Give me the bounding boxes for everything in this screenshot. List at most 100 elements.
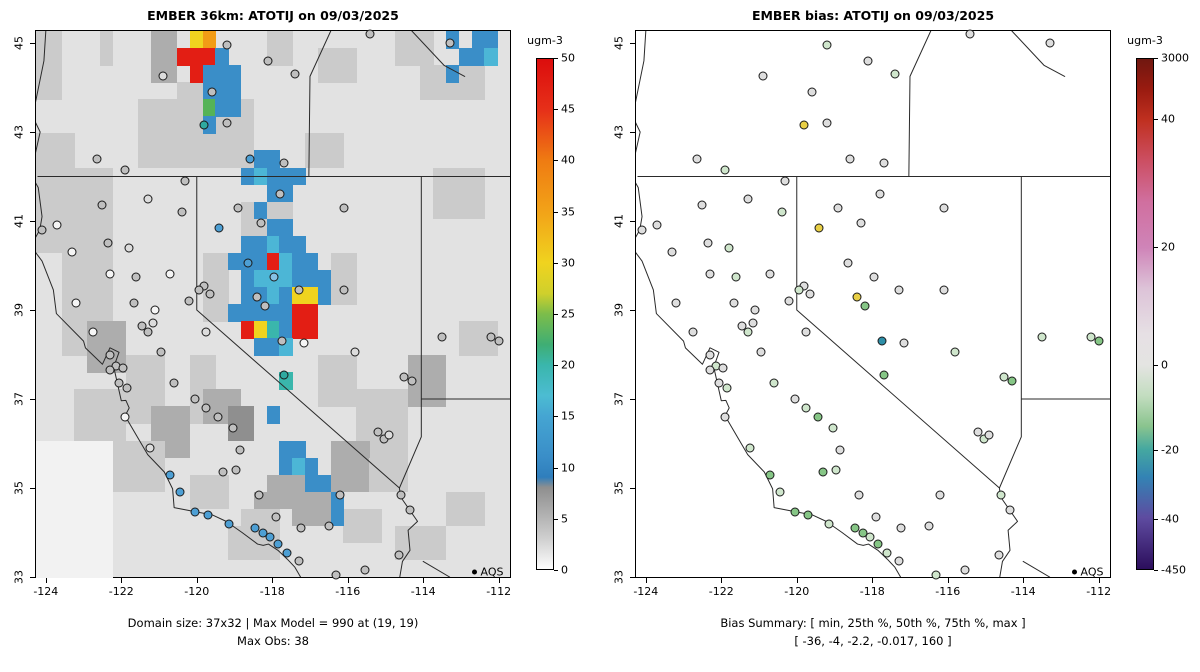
y-axis-tick — [630, 221, 635, 222]
obs-point — [379, 434, 389, 444]
raster-cell — [279, 286, 293, 305]
raster-patch — [330, 252, 357, 305]
obs-point — [875, 189, 885, 199]
obs-point — [407, 376, 417, 386]
y-axis-tick — [630, 310, 635, 311]
obs-point — [822, 40, 832, 50]
obs-point — [852, 292, 862, 302]
raster-cell — [305, 252, 319, 271]
colorbar-tick — [554, 416, 558, 418]
obs-point — [973, 427, 983, 437]
colorbar-tick-label: -20 — [1161, 443, 1179, 457]
obs-point — [1005, 505, 1015, 515]
colorbar-tick — [554, 314, 558, 315]
obs-point — [756, 347, 766, 357]
obs-point — [705, 365, 715, 375]
obs-point — [1094, 336, 1104, 346]
y-tick-label: 41 — [612, 214, 626, 228]
aqs-legend-label: AQS — [1080, 565, 1104, 579]
obs-point — [703, 238, 713, 248]
obs-point — [339, 285, 349, 295]
x-tick-label: -122 — [108, 585, 134, 598]
colorbar-title: ugm-3 — [527, 34, 563, 47]
y-axis-tick — [630, 132, 635, 133]
raster-cell — [253, 269, 268, 288]
obs-point — [869, 272, 879, 282]
raster-cell — [292, 457, 306, 476]
obs-point — [935, 490, 945, 500]
obs-point — [273, 539, 283, 549]
y-tick-label: 33 — [12, 570, 26, 584]
obs-point — [97, 200, 107, 210]
obs-point — [190, 507, 200, 517]
obs-point — [737, 321, 747, 331]
obs-point — [722, 383, 732, 393]
raster-patch — [394, 525, 447, 561]
obs-point — [871, 512, 881, 522]
aqs-dot-icon — [471, 569, 477, 575]
raster-cell — [279, 218, 293, 237]
colorbar-tick — [554, 160, 558, 162]
x-axis-tick — [721, 578, 723, 583]
colorbar-tick-label: 45 — [561, 102, 575, 116]
raster-cell — [266, 252, 280, 271]
raster-patch — [317, 48, 357, 83]
obs-point — [143, 327, 153, 337]
y-tick-label: 35 — [12, 481, 26, 495]
obs-point — [263, 56, 273, 66]
obs-point — [120, 412, 130, 422]
raster-patch — [394, 31, 434, 66]
obs-point — [92, 154, 102, 164]
obs-point — [52, 220, 62, 230]
obs-point — [705, 269, 715, 279]
colorbar-tick — [1154, 58, 1158, 59]
colorbar-tick — [554, 109, 558, 111]
obs-point — [405, 505, 415, 515]
raster-cell — [305, 457, 319, 476]
colorbar-tick — [554, 365, 558, 367]
y-axis-tick — [630, 43, 635, 44]
x-tick-label: -120 — [184, 585, 210, 598]
obs-point — [235, 445, 245, 455]
obs-point — [129, 298, 139, 308]
x-tick-label: -116 — [935, 585, 961, 598]
obs-point — [765, 269, 775, 279]
obs-point — [667, 247, 677, 257]
raster-cell — [292, 440, 306, 459]
raster-patch — [189, 474, 229, 510]
obs-point — [877, 336, 887, 346]
obs-point — [67, 247, 77, 257]
raster-cell — [317, 474, 332, 493]
colorbar-tick — [1154, 365, 1158, 367]
aqs-legend-label: AQS — [480, 565, 504, 579]
obs-point — [124, 243, 134, 253]
obs-point — [218, 467, 228, 477]
obs-point — [750, 305, 760, 315]
x-tick-label: -112 — [1086, 585, 1112, 598]
raster-cell — [484, 31, 498, 49]
obs-point — [780, 176, 790, 186]
obs-point — [256, 218, 266, 228]
obs-point — [339, 203, 349, 213]
raster-patch — [305, 133, 344, 168]
raster-cell — [228, 65, 242, 83]
obs-point — [813, 412, 823, 422]
y-axis-tick — [630, 577, 635, 578]
obs-point — [835, 445, 845, 455]
raster-patch — [100, 31, 114, 66]
colorbar-tick-label: 0 — [1161, 358, 1168, 372]
colorbar-tick-label: 3000 — [1161, 51, 1189, 65]
obs-point — [224, 519, 234, 529]
obs-point — [854, 490, 864, 500]
obs-point — [984, 430, 994, 440]
obs-point — [37, 225, 47, 235]
colorbar-tick-label: 40 — [1161, 112, 1175, 126]
obs-point — [743, 327, 753, 337]
raster-cell — [228, 99, 242, 117]
obs-point — [131, 272, 141, 282]
aqs-legend: AQS — [1071, 565, 1104, 579]
panel-title: EMBER 36km: ATOTIJ on 09/03/2025 — [147, 8, 399, 23]
obs-point — [324, 521, 334, 531]
obs-point — [279, 370, 289, 380]
obs-point — [265, 532, 275, 542]
